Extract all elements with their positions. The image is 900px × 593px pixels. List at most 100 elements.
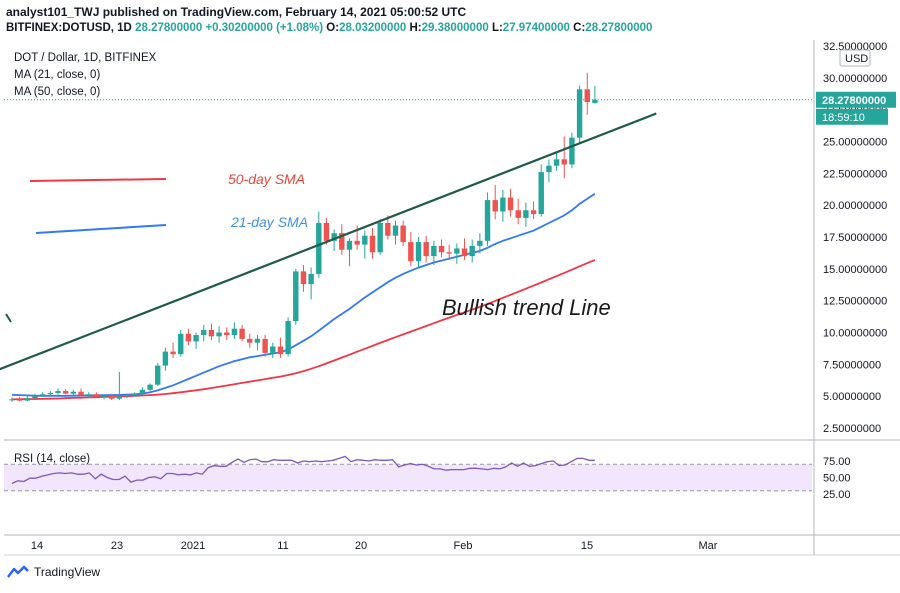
candle-body	[438, 245, 445, 253]
candle-body	[500, 197, 506, 212]
price-tick-label: 30.00000000	[823, 73, 887, 85]
candle-body	[316, 222, 322, 274]
candle-body	[569, 137, 575, 165]
candle-body	[523, 210, 529, 218]
candle-body	[553, 159, 560, 166]
time-tick-label: 23	[111, 540, 123, 552]
tradingview-footer: TradingView	[6, 565, 100, 579]
candle-body	[132, 393, 138, 395]
candle-body	[354, 240, 360, 245]
candle-body	[346, 240, 353, 250]
candle-body	[576, 89, 583, 138]
candle-body	[331, 233, 337, 241]
candle-body	[216, 332, 222, 337]
candle-body	[461, 248, 468, 257]
legend-ma50[interactable]: MA (50, close, 0)	[14, 86, 101, 98]
candle-body	[93, 394, 100, 397]
candle-body	[492, 200, 498, 212]
left-edge-trend-stub	[5, 313, 12, 323]
legend-ma21[interactable]: MA (21, close, 0)	[14, 69, 101, 81]
price-tick-label: 10.00000000	[823, 328, 887, 340]
candle-body	[546, 165, 552, 173]
candle-body	[408, 242, 414, 262]
open-label: O:	[326, 22, 340, 34]
candle-body	[254, 338, 261, 343]
candle-body	[377, 222, 383, 253]
candle-body	[193, 335, 199, 342]
candle-body	[262, 338, 268, 353]
candle-body	[584, 89, 590, 103]
time-tick-label: 20	[355, 540, 367, 552]
candle-body	[9, 399, 15, 401]
candle-body	[446, 252, 452, 254]
low-value: 27.97400000	[502, 22, 570, 34]
candle-body	[170, 351, 176, 355]
candle-body	[277, 346, 284, 355]
candle-body	[392, 225, 399, 236]
price-tick-label: 20.00000000	[823, 200, 887, 212]
sma21-legend-line	[35, 224, 167, 234]
candle-body	[431, 245, 437, 257]
publish-info: analyst101_TWJ published on TradingView.…	[6, 5, 467, 19]
price-tick-label: 32.50000000	[823, 41, 887, 53]
candle-body	[178, 333, 184, 355]
candle-body	[62, 391, 69, 394]
candle-body	[39, 394, 46, 396]
price-tick-label: 15.00000000	[823, 264, 887, 276]
last-price-marker-label: 28.27800000	[822, 95, 886, 107]
candle-body	[507, 197, 514, 211]
brand-label: TradingView	[34, 565, 101, 579]
candle-body	[147, 384, 153, 390]
ma21-line	[11, 192, 596, 397]
high-label: H:	[409, 22, 422, 34]
price-tick-label: 17.50000000	[823, 232, 887, 244]
currency-badge	[839, 49, 871, 67]
currency-label: USD	[845, 53, 868, 65]
time-tick-label: 2021	[181, 540, 205, 552]
candle-body	[323, 222, 330, 241]
symbol-label: BITFINEX:DOTUSD, 1D	[6, 22, 132, 34]
close-label: C:	[573, 22, 586, 34]
candle-body	[47, 392, 54, 395]
candle-body	[308, 273, 314, 285]
candle-body	[385, 222, 391, 236]
price-tick-label: 12.50000000	[823, 296, 887, 308]
candle-body	[454, 248, 460, 254]
candle-body	[32, 395, 38, 399]
countdown-label: 18:59:10	[822, 112, 865, 124]
candle-body	[423, 242, 429, 257]
candle-body	[561, 159, 567, 165]
rsi-line	[11, 455, 595, 484]
sma50-legend-line	[29, 178, 167, 182]
time-tick-label: Feb	[454, 540, 473, 552]
price-tick-label: 5.00000000	[823, 391, 881, 403]
candle-body	[208, 329, 215, 337]
candle-body	[415, 242, 422, 262]
candle-body	[247, 338, 253, 343]
candle-body	[185, 333, 192, 342]
candle-body	[24, 398, 31, 401]
candle-body	[538, 172, 544, 215]
symbol-ohlc-bar: BITFINEX:DOTUSD, 1D 28.27800000 +0.30200…	[6, 22, 652, 34]
candle-body	[469, 245, 475, 257]
candle-body	[70, 391, 77, 394]
candle-body	[231, 328, 238, 336]
sma21-annotation: 21-day SMA	[230, 214, 308, 230]
legend-pair[interactable]: DOT / Dollar, 1D, BITFINEX	[14, 52, 157, 64]
last-price-marker	[816, 91, 896, 108]
bullish-trendline	[0, 112, 657, 371]
high-value: 29.38000000	[421, 22, 489, 34]
rsi-tick-label: 50.00	[823, 473, 851, 485]
candle-body	[109, 395, 115, 399]
candle-body	[362, 235, 368, 245]
candle-body	[116, 396, 123, 399]
candle-body	[293, 271, 299, 322]
price-tick-label: 7.50000000	[823, 359, 881, 371]
time-tick-label: 11	[277, 540, 288, 552]
candle-body	[201, 329, 207, 336]
time-tick-label: Mar	[699, 540, 718, 552]
trendline-annotation: Bullish trend Line	[442, 295, 611, 320]
price-tick-label: 22.50000000	[823, 168, 887, 180]
close-value: 28.27800000	[585, 22, 653, 34]
